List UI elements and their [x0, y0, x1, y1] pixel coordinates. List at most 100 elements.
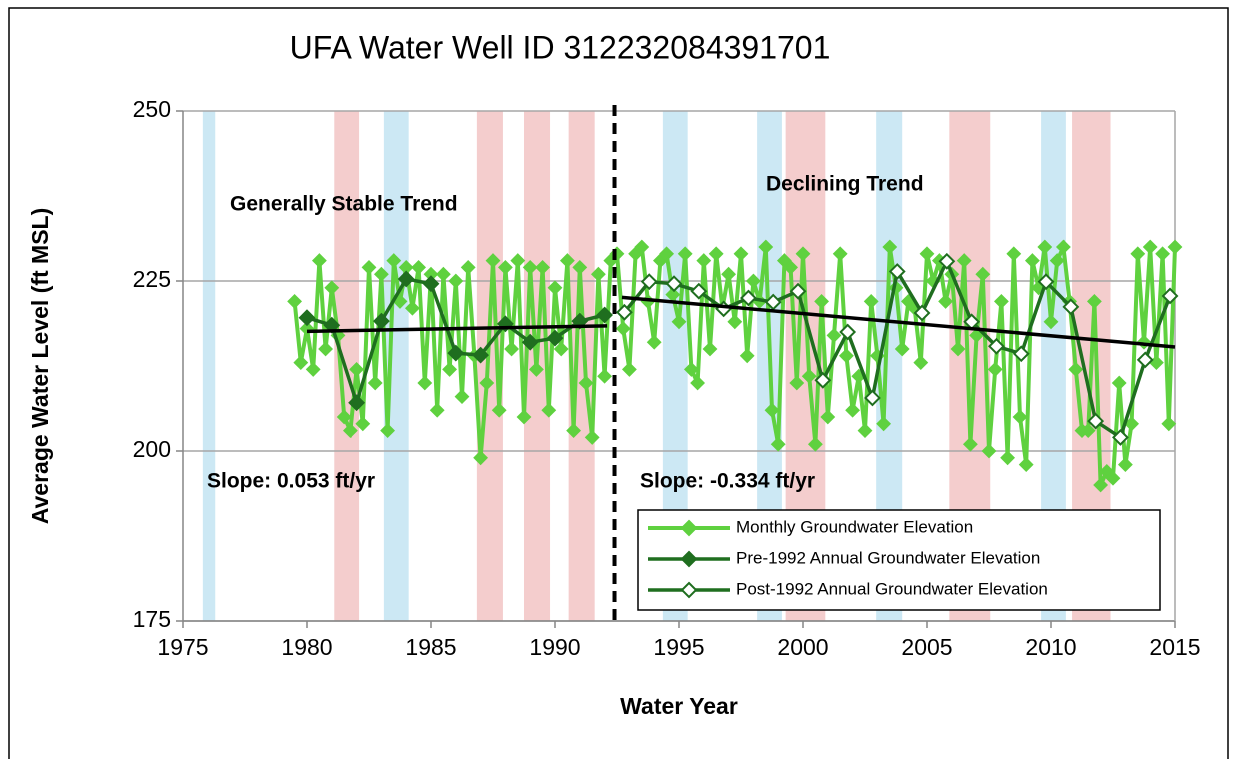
series-marker: [1068, 361, 1084, 377]
series-marker: [1018, 457, 1034, 473]
series-marker: [522, 259, 538, 275]
series-marker: [510, 253, 526, 269]
series-marker: [839, 323, 857, 341]
series-marker: [758, 239, 774, 255]
series-marker: [993, 293, 1009, 309]
series-marker: [435, 266, 451, 282]
series-marker: [975, 266, 991, 282]
series-marker: [541, 402, 557, 418]
legend-marker: [680, 550, 698, 568]
series-marker: [553, 341, 569, 357]
x-tick-label: 1980: [281, 634, 332, 660]
series-marker: [355, 416, 371, 432]
series-marker: [671, 314, 687, 330]
y-tick-label: 225: [133, 266, 171, 292]
series-marker: [913, 355, 929, 371]
wet-band: [383, 111, 409, 621]
chart-border: [8, 7, 1229, 759]
series-marker: [969, 327, 985, 343]
legend-marker: [680, 519, 698, 537]
series-marker: [1000, 450, 1016, 466]
series-marker: [1161, 287, 1179, 305]
trend-line: [306, 324, 608, 334]
x-tick-label: 1990: [529, 634, 580, 660]
series-marker: [547, 280, 563, 296]
x-tick-label: 2015: [1149, 634, 1200, 660]
legend-label: Post-1992 Annual Groundwater Elevation: [736, 579, 1048, 598]
series-marker: [298, 309, 316, 327]
series-marker: [504, 341, 520, 357]
series-marker: [1086, 293, 1102, 309]
series-marker: [913, 304, 931, 322]
x-tick-label: 2010: [1025, 634, 1076, 660]
series-marker: [956, 253, 972, 269]
series-marker: [572, 259, 588, 275]
series-marker: [739, 348, 755, 364]
series-marker: [690, 282, 708, 300]
series-marker: [590, 266, 606, 282]
series-marker: [1136, 351, 1154, 369]
series-marker: [411, 259, 427, 275]
series-marker: [807, 436, 823, 452]
series-marker: [1080, 423, 1096, 439]
series-marker: [988, 337, 1005, 355]
y-tick-label: 175: [133, 606, 171, 632]
series-marker: [882, 239, 898, 255]
series-marker: [578, 375, 594, 391]
y-axis-label: Average Water Level (ft MSL): [27, 208, 53, 525]
y-tick-label: 200: [133, 436, 171, 462]
series-marker: [597, 368, 613, 384]
series-marker: [1012, 345, 1030, 363]
series-marker: [621, 361, 637, 377]
series-marker: [962, 436, 978, 452]
series-marker: [864, 389, 881, 407]
series-marker: [535, 259, 551, 275]
series-marker: [696, 253, 712, 269]
series-marker: [938, 252, 956, 270]
series-marker: [665, 275, 683, 293]
annotation: Declining Trend: [766, 173, 924, 196]
series-marker: [521, 333, 539, 351]
series-marker: [894, 341, 910, 357]
series-marker: [472, 346, 490, 364]
series-marker: [318, 341, 334, 357]
legend: Monthly Groundwater Elevation Pre-1992 An…: [637, 509, 1161, 611]
series-marker: [888, 263, 906, 280]
series-marker: [832, 246, 848, 262]
series-marker: [447, 344, 465, 362]
series-marker: [845, 402, 861, 418]
series-marker: [516, 409, 532, 425]
x-tick-label: 1975: [157, 634, 208, 660]
series-marker: [702, 341, 718, 357]
series-marker: [473, 450, 489, 466]
series-marker: [677, 246, 693, 262]
series-marker: [857, 423, 873, 439]
series-marker: [1024, 253, 1040, 269]
series-marker: [348, 394, 366, 412]
series-marker: [950, 341, 966, 357]
series-marker: [1155, 246, 1171, 262]
series-marker: [646, 334, 662, 350]
chart-title: UFA Water Well ID 312232084391701: [290, 29, 831, 65]
series-marker: [987, 361, 1003, 377]
series-marker: [727, 314, 743, 330]
legend-label: Monthly Groundwater Elevation: [736, 517, 973, 536]
series-marker: [1037, 273, 1055, 291]
series-marker: [745, 273, 761, 289]
series-marker: [305, 361, 321, 377]
series-marker: [429, 402, 445, 418]
series-marker: [566, 423, 582, 439]
series-marker: [981, 443, 997, 459]
series-marker: [1087, 412, 1105, 430]
series-marker: [764, 293, 782, 311]
x-tick-label: 1985: [405, 634, 456, 660]
series-marker: [497, 259, 513, 275]
series-marker: [491, 402, 507, 418]
series-marker: [764, 402, 780, 418]
annotation: Slope: -0.334 ft/yr: [640, 470, 815, 493]
x-tick-label: 2000: [777, 634, 828, 660]
grid: 175 200 225 250 1975 1980 1985 1990 1995 2000 2005…: [133, 96, 1201, 660]
series-marker: [373, 266, 389, 282]
series-marker: [454, 389, 470, 405]
